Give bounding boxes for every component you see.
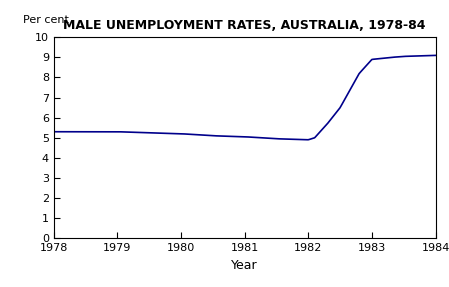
Title: MALE UNEMPLOYMENT RATES, AUSTRALIA, 1978-84: MALE UNEMPLOYMENT RATES, AUSTRALIA, 1978… [63, 19, 426, 32]
X-axis label: Year: Year [231, 259, 258, 272]
Text: Per cent: Per cent [23, 15, 69, 25]
